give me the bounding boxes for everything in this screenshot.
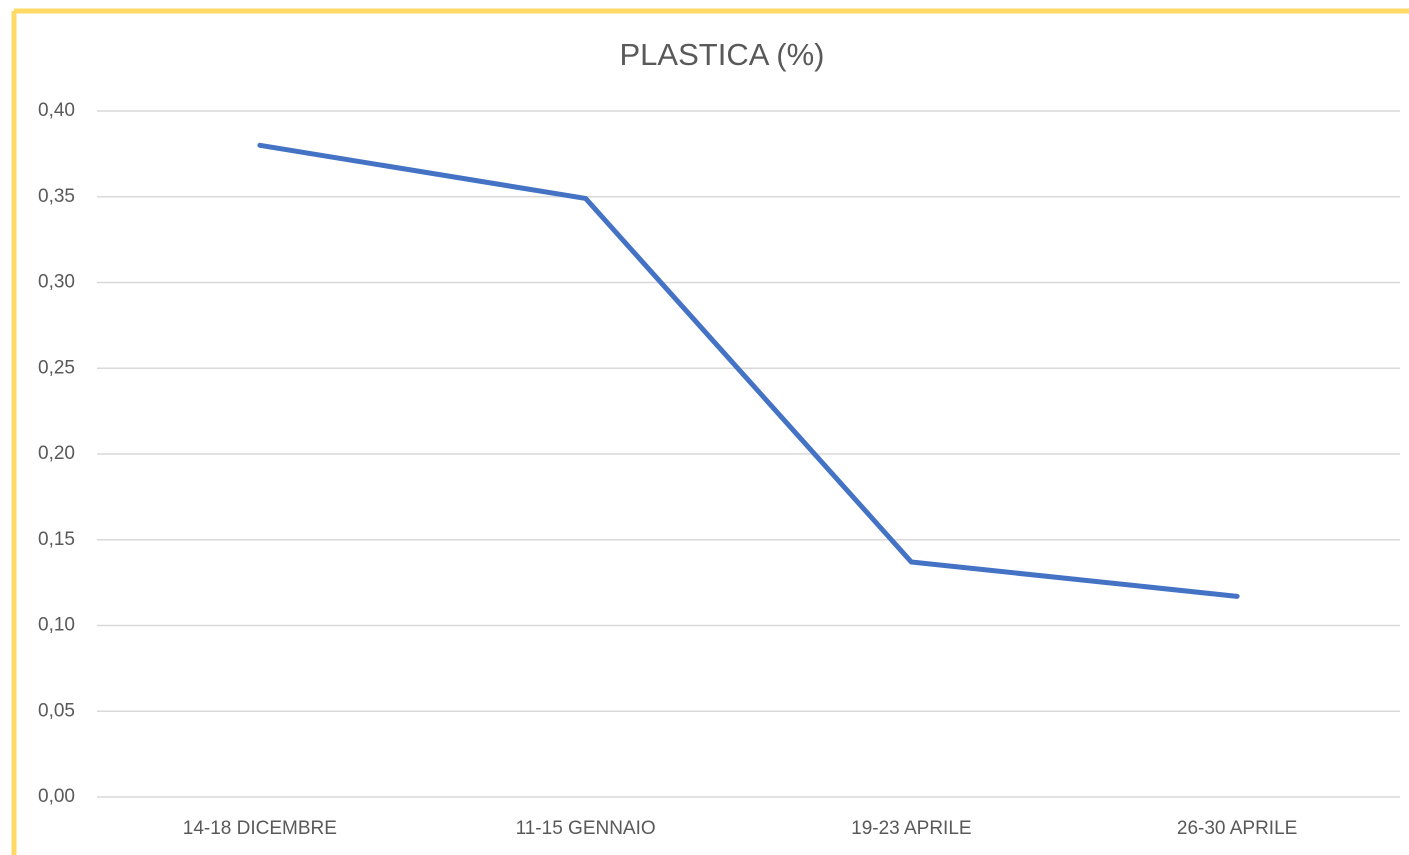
x-tick-label: 19-23 APRILE (851, 818, 971, 839)
y-tick-label: 0,40 (38, 100, 75, 121)
x-tick-label: 14-18 DICEMBRE (183, 818, 337, 839)
x-tick-label: 26-30 APRILE (1177, 818, 1297, 839)
y-tick-label: 0,20 (38, 443, 75, 464)
chart-title: PLASTICA (%) (620, 37, 825, 72)
y-tick-label: 0,15 (38, 529, 75, 550)
y-tick-label: 0,35 (38, 186, 75, 207)
y-tick-label: 0,05 (38, 700, 75, 721)
y-tick-label: 0,10 (38, 615, 75, 636)
y-tick-label: 0,25 (38, 357, 75, 378)
y-tick-label: 0,00 (38, 786, 75, 807)
y-tick-label: 0,30 (38, 272, 75, 293)
line-series (257, 142, 1240, 599)
x-tick-label: 11-15 GENNAIO (516, 818, 656, 839)
